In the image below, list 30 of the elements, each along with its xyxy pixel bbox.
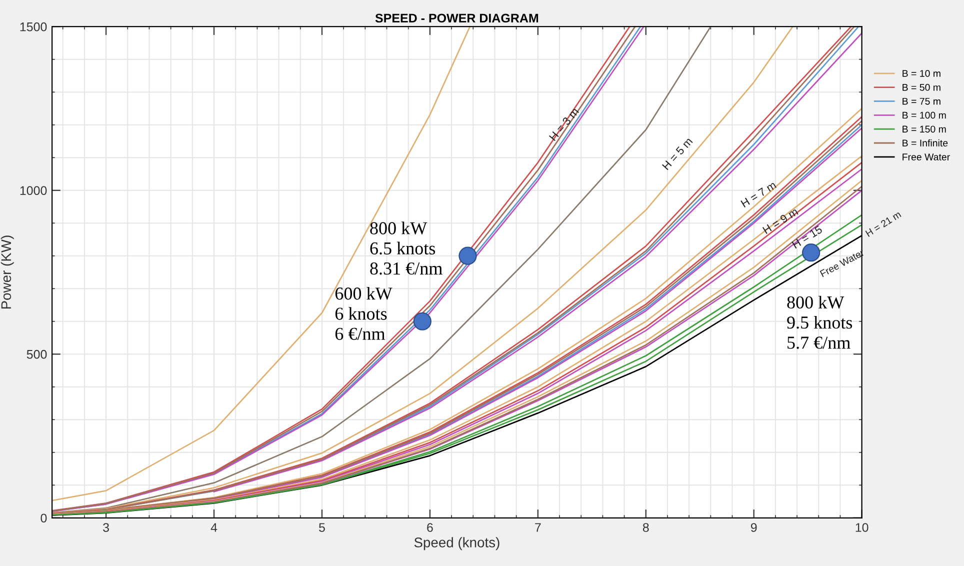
y-tick-label: 500 (26, 350, 47, 359)
annotation: 800 kW 6.5 knots 8.31 €/nm (370, 222, 442, 275)
x-tick-label: 3 (103, 523, 109, 532)
legend-label: B = Infinite (902, 139, 948, 147)
legend-label: B = 10 m (902, 70, 940, 77)
annotation: 800 kW 9.5 knots 5.7 €/nm (787, 296, 852, 349)
x-tick-label: 5 (319, 523, 325, 532)
annotation: H = 5 m (662, 137, 693, 170)
annotation: Free Water (820, 248, 865, 278)
x-tick-label: 7 (535, 523, 541, 532)
legend-label: Free Water (902, 154, 950, 160)
y-tick-label: 1500 (20, 22, 47, 32)
annotation: H = 3 m (548, 107, 580, 142)
y-axis-title: Power (KW) (0, 236, 14, 309)
x-tick-label: 4 (210, 523, 218, 532)
x-tick-label: 8 (642, 523, 649, 532)
x-axis-title: Speed (knots) (414, 537, 500, 550)
y-tick-label: 0 (40, 514, 47, 523)
legend-label: B = 50 m (902, 84, 940, 91)
x-tick-label: 10 (856, 523, 868, 532)
x-tick-label: 9 (750, 523, 757, 532)
x-tick-label: 6 (427, 523, 433, 532)
legend-label: B = 75 m (902, 98, 940, 105)
annotation: 600 kW 6 knots 6 €/nm (335, 286, 392, 340)
y-tick-label: 1000 (20, 186, 47, 196)
legend-label: B = 150 m (902, 126, 946, 133)
legend-label: B = 100 m (902, 112, 946, 119)
text: H = 21 m (865, 210, 902, 237)
annotation: H = 7 m (740, 181, 777, 208)
chart-title: SPEED - POWER DIAGRAM (375, 14, 538, 23)
